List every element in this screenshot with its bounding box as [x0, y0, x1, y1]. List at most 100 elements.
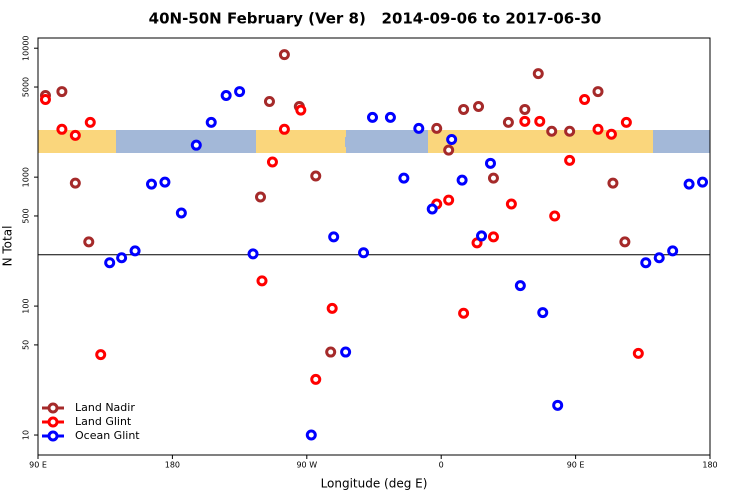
point	[546, 125, 558, 137]
point	[532, 68, 544, 80]
point	[592, 86, 604, 98]
point	[205, 116, 217, 128]
legend-label: Land Nadir	[75, 401, 135, 414]
point	[443, 144, 455, 156]
point	[367, 111, 379, 123]
point	[592, 123, 604, 135]
point	[564, 125, 576, 137]
point	[328, 231, 340, 243]
point	[56, 86, 68, 98]
point	[190, 139, 202, 151]
point	[534, 115, 546, 127]
point	[426, 203, 438, 215]
point	[326, 302, 338, 314]
point	[310, 170, 322, 182]
point	[278, 49, 290, 61]
point	[552, 399, 564, 411]
point	[619, 236, 631, 248]
point	[256, 275, 268, 287]
legend-marker	[47, 402, 59, 414]
point	[69, 177, 81, 189]
x-tick-label: 0	[439, 461, 444, 470]
point	[145, 178, 157, 190]
point	[519, 103, 531, 115]
point	[484, 157, 496, 169]
point	[549, 210, 561, 222]
y-tick-label: 1000	[22, 167, 31, 187]
x-tick-label: 90 E	[29, 461, 47, 470]
x-axis-label: Longitude (deg E)	[321, 477, 428, 491]
point	[310, 373, 322, 385]
point	[443, 194, 455, 206]
y-tick-label: 10	[22, 430, 31, 440]
point	[340, 346, 352, 358]
point	[667, 245, 679, 257]
point	[263, 96, 275, 108]
point	[632, 347, 644, 359]
point	[458, 103, 470, 115]
point	[220, 89, 232, 101]
point	[234, 86, 246, 98]
point	[384, 111, 396, 123]
point	[95, 349, 107, 361]
point	[456, 174, 468, 186]
x-tick-label: 180	[165, 461, 180, 470]
point	[175, 207, 187, 219]
point	[295, 104, 307, 116]
y-tick-label: 50	[22, 340, 31, 350]
x-tick-label: 90 W	[296, 461, 317, 470]
point	[325, 346, 337, 358]
y-tick-label: 100	[22, 298, 31, 313]
point	[579, 94, 591, 106]
point	[116, 252, 128, 264]
legend-marker	[47, 430, 59, 442]
point	[605, 128, 617, 140]
point	[413, 122, 425, 134]
y-tick-label: 500	[22, 208, 31, 223]
x-tick-label: 90 E	[567, 461, 585, 470]
point	[305, 429, 317, 441]
legend-marker	[47, 416, 59, 428]
point	[56, 123, 68, 135]
chart-title: 40N-50N February (Ver 8) 2014-09-06 to 2…	[149, 10, 602, 28]
point	[620, 116, 632, 128]
point	[104, 257, 116, 269]
map-strip	[38, 130, 710, 153]
plot-frame	[37, 37, 711, 456]
point	[247, 248, 259, 260]
point	[514, 280, 526, 292]
y-axis-label: N Total	[1, 226, 15, 267]
point	[39, 94, 51, 106]
point	[564, 154, 576, 166]
point	[255, 191, 267, 203]
point	[653, 252, 665, 264]
point	[607, 177, 619, 189]
point	[487, 172, 499, 184]
y-tick-label: 10000	[22, 35, 31, 60]
point	[84, 116, 96, 128]
point	[83, 236, 95, 248]
point	[473, 101, 485, 113]
point	[487, 231, 499, 243]
point	[69, 129, 81, 141]
point	[266, 156, 278, 168]
point	[358, 247, 370, 259]
point	[476, 230, 488, 242]
y-tick-label: 5000	[22, 77, 31, 97]
x-tick-label: 180	[702, 461, 717, 470]
point	[697, 176, 709, 188]
point	[458, 307, 470, 319]
point	[505, 198, 517, 210]
point	[537, 307, 549, 319]
point	[398, 172, 410, 184]
legend-label: Land Glint	[75, 415, 132, 428]
point	[640, 257, 652, 269]
legend-label: Ocean Glint	[75, 429, 140, 442]
point	[502, 116, 514, 128]
point	[431, 122, 443, 134]
point	[278, 123, 290, 135]
point	[683, 178, 695, 190]
point	[129, 245, 141, 257]
point	[159, 176, 171, 188]
